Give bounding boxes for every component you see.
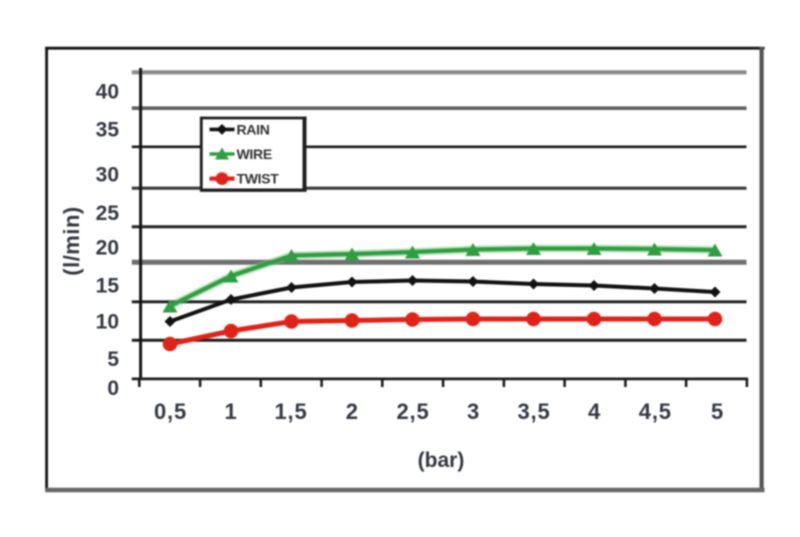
svg-text:5: 5 — [711, 399, 724, 424]
svg-text:0: 0 — [107, 377, 119, 400]
svg-text:1: 1 — [224, 399, 237, 424]
svg-text:1,5: 1,5 — [275, 399, 308, 424]
svg-text:30: 30 — [96, 163, 119, 186]
svg-text:TWIST: TWIST — [237, 171, 280, 187]
svg-text:3: 3 — [467, 399, 480, 424]
svg-text:WIRE: WIRE — [237, 146, 272, 162]
svg-text:15: 15 — [96, 275, 120, 298]
svg-text:4,5: 4,5 — [639, 399, 672, 424]
svg-text:10: 10 — [96, 310, 119, 333]
svg-text:2: 2 — [346, 399, 359, 424]
svg-text:35: 35 — [96, 118, 120, 141]
svg-text:RAIN: RAIN — [237, 121, 270, 137]
svg-text:25: 25 — [96, 202, 120, 225]
svg-text:0,5: 0,5 — [154, 399, 187, 424]
svg-text:5: 5 — [107, 348, 119, 371]
svg-text:20: 20 — [96, 237, 119, 260]
svg-text:4: 4 — [588, 399, 601, 424]
svg-text:40: 40 — [96, 80, 119, 103]
svg-text:(l/min): (l/min) — [59, 206, 84, 276]
svg-text:(bar): (bar) — [418, 449, 465, 472]
svg-text:2,5: 2,5 — [397, 399, 430, 424]
svg-text:3,5: 3,5 — [518, 399, 551, 424]
